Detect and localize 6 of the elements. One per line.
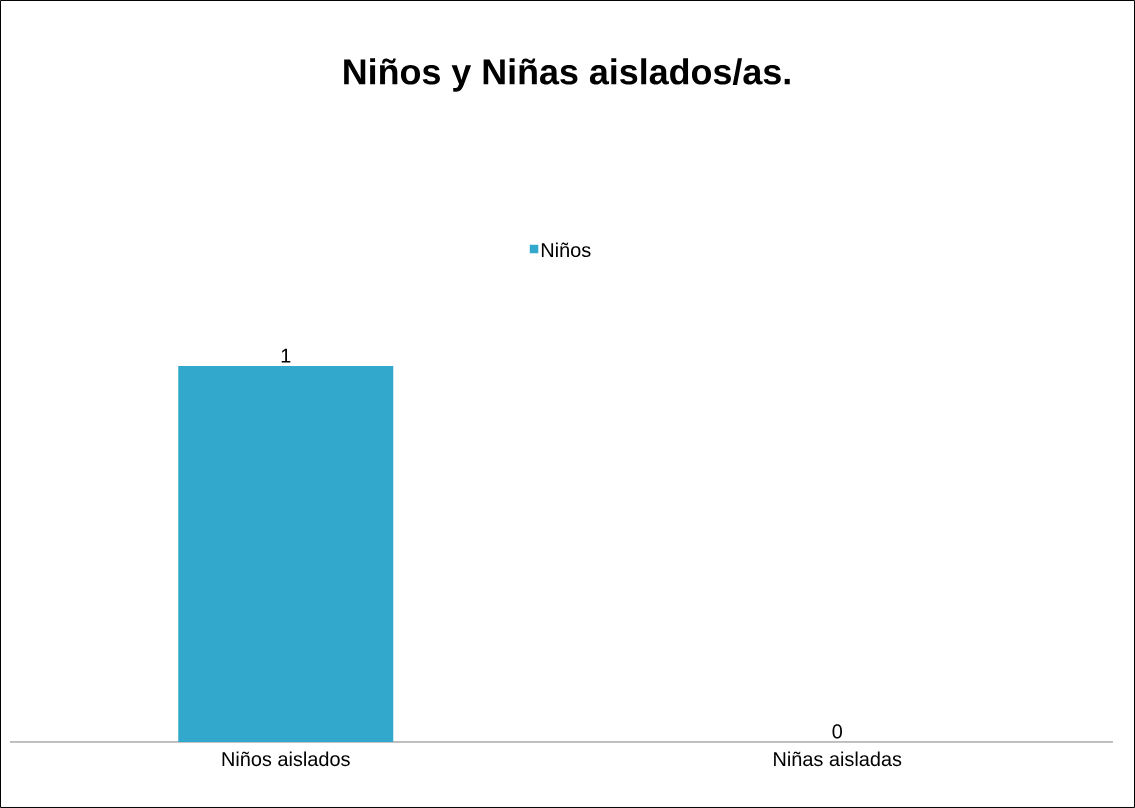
data-label: 0 <box>832 724 843 739</box>
x-tick-label: Niñas aisladas <box>774 751 902 767</box>
data-label: 1 <box>281 348 291 363</box>
chart-title: Niños y Niñas aislados/as. <box>344 58 790 92</box>
x-tick-label: Niños aislados <box>222 751 350 767</box>
legend-label: Niños <box>541 242 591 258</box>
